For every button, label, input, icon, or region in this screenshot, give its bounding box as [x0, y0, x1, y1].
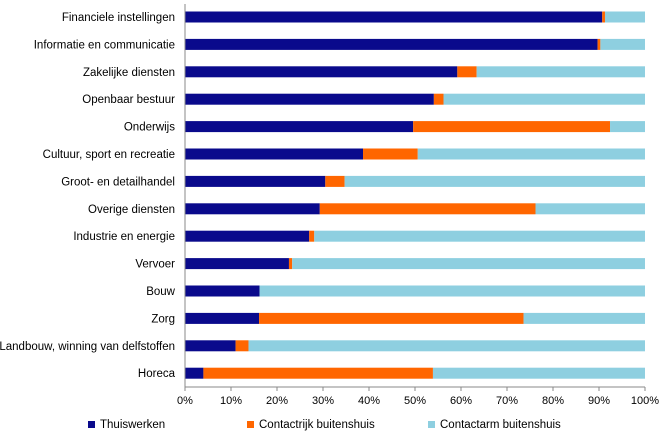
category-label: Industrie en energie	[73, 231, 175, 243]
x-tick-label: 10%	[220, 395, 242, 407]
category-label: Horeca	[138, 368, 176, 380]
category-label: Zorg	[151, 313, 175, 325]
x-axis: 0% 10% 20% 30% 40% 50% 60% 70% 80% 90% 100%	[177, 4, 659, 407]
bar-segment-1	[185, 285, 260, 297]
bar-segment-3	[443, 93, 645, 105]
x-tick-label: 100%	[631, 395, 659, 407]
bar-segment-1	[185, 121, 414, 133]
x-tick-label: 70%	[496, 395, 518, 407]
bar-segment-1	[185, 38, 598, 50]
category-label: Onderwijs	[124, 122, 175, 134]
category-label: Cultuur, sport en recreatie	[43, 149, 175, 161]
bar-segment-3	[600, 38, 645, 50]
x-tick-label: 60%	[450, 395, 472, 407]
bar-segment-3	[344, 175, 645, 187]
bar-segment-3	[604, 11, 645, 23]
bar-segment-2	[413, 121, 611, 133]
x-tick-label: 50%	[404, 395, 426, 407]
category-label: Vervoer	[135, 259, 175, 271]
legend-swatch	[428, 421, 435, 428]
bar-segment-3	[259, 285, 645, 297]
bar-segment-2	[259, 312, 524, 324]
bar-segment-1	[185, 312, 260, 324]
bar-segment-3	[523, 312, 645, 324]
x-tick-label: 80%	[542, 395, 564, 407]
bar-segment-3	[432, 367, 645, 379]
bar-segment-2	[457, 66, 477, 78]
bar-segment-1	[185, 230, 310, 242]
bar-segment-2	[319, 203, 536, 215]
bar-segment-2	[363, 148, 418, 160]
category-labels: Financiele instellingen Informatie en com…	[0, 12, 176, 380]
legend-swatch	[88, 421, 95, 428]
category-label: Informatie en communicatie	[34, 39, 175, 51]
legend-swatch	[247, 421, 254, 428]
bar-segment-2	[288, 258, 293, 270]
bar-segment-3	[610, 121, 645, 133]
bar-segment-1	[185, 258, 289, 270]
bar-segment-2	[325, 175, 345, 187]
legend-label: Contactrijk buitenshuis	[259, 419, 375, 431]
bar-segment-1	[185, 66, 458, 78]
x-tick-label: 40%	[358, 395, 380, 407]
bar-segment-2	[235, 340, 249, 352]
bar-segment-3	[476, 66, 645, 78]
bar-segment-3	[292, 258, 645, 270]
bar-segment-1	[185, 148, 364, 160]
bar-segment-3	[535, 203, 645, 215]
bar-segment-3	[314, 230, 645, 242]
category-label: Overige diensten	[88, 204, 175, 216]
x-tick-label: 0%	[177, 395, 193, 407]
bar-segment-1	[185, 93, 434, 105]
bar-segment-1	[185, 367, 204, 379]
bar-segment-3	[417, 148, 645, 160]
legend-label: Contactarm buitenshuis	[440, 419, 561, 431]
legend: Thuiswerken Contactrijk buitenshuis Contac…	[88, 419, 561, 431]
category-label: Landbouw, winning van delfstoffen	[0, 341, 175, 353]
x-tick-label: 90%	[588, 395, 610, 407]
category-label: Financiele instellingen	[62, 12, 175, 24]
bar-segment-2	[597, 38, 601, 50]
legend-label: Thuiswerken	[100, 419, 165, 431]
bar-segment-2	[602, 11, 605, 23]
bar-segment-2	[203, 367, 433, 379]
category-label: Bouw	[146, 286, 175, 298]
bar-segment-3	[248, 340, 646, 352]
category-label: Zakelijke diensten	[83, 67, 175, 79]
bar-segment-1	[185, 340, 236, 352]
bar-segment-2	[309, 230, 315, 242]
bar-segment-1	[185, 175, 326, 187]
bar-segment-2	[433, 93, 444, 105]
bar-segment-1	[185, 203, 320, 215]
category-label: Groot- en detailhandel	[61, 176, 175, 188]
x-tick-label: 30%	[312, 395, 334, 407]
bars-group	[185, 11, 646, 379]
category-label: Openbaar bestuur	[82, 94, 175, 106]
x-tick-label: 20%	[266, 395, 288, 407]
bar-segment-1	[185, 11, 603, 23]
